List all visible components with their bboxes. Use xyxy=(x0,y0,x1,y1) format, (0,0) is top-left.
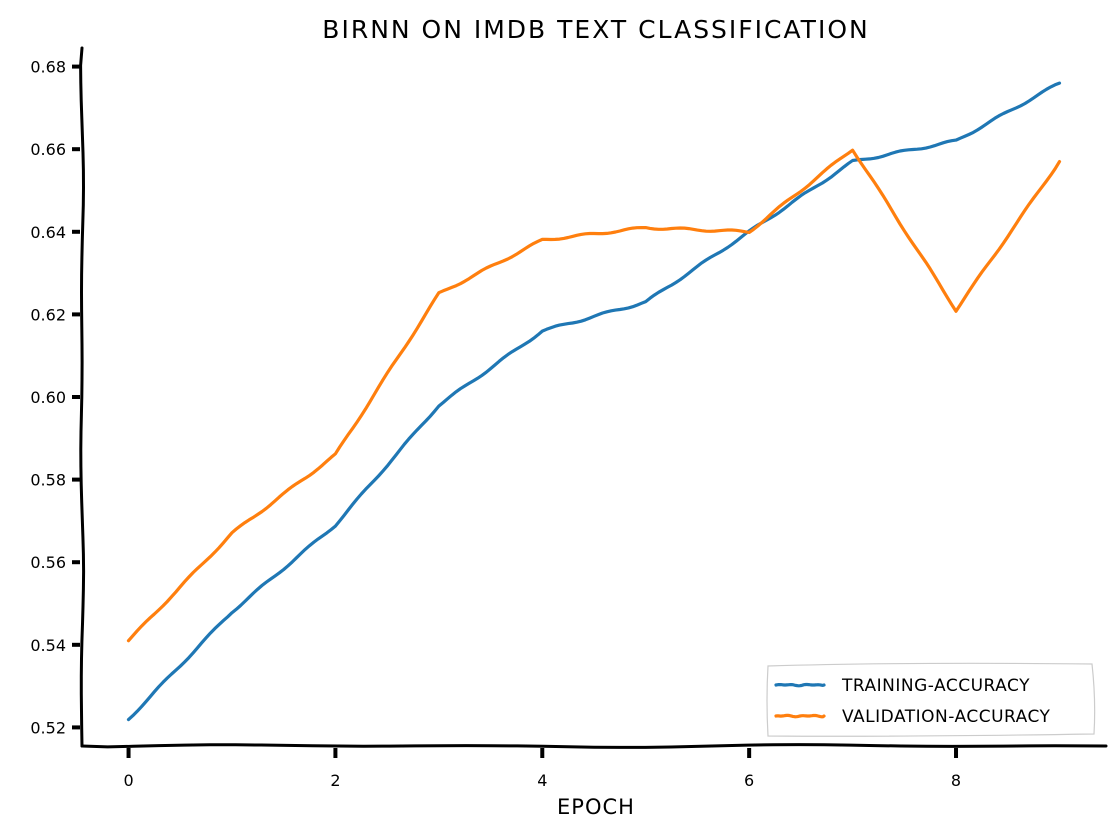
x-axis-label: EPOCH xyxy=(557,795,635,819)
y-tick-label: 0.54 xyxy=(30,636,66,655)
y-tick-label: 0.64 xyxy=(30,223,66,242)
y-tick-label: 0.52 xyxy=(30,718,66,737)
legend-label: TRAINING-ACCURACY xyxy=(841,676,1030,696)
series-lines xyxy=(126,81,1062,722)
y-tick-label: 0.68 xyxy=(30,58,66,77)
legend-box xyxy=(766,662,1096,737)
legend-swatch xyxy=(774,713,826,719)
y-tick-label: 0.62 xyxy=(30,305,66,324)
x-tick-label: 6 xyxy=(744,771,754,790)
axes xyxy=(79,46,1108,749)
legend: TRAINING-ACCURACY VALIDATION-ACCURACY xyxy=(766,662,1096,737)
series-line-training-accuracy xyxy=(126,81,1062,722)
y-tick-label: 0.66 xyxy=(30,140,66,159)
y-axis-line xyxy=(79,46,86,748)
y-axis-ticks: 0.52 0.54 0.56 0.58 0.60 0.62 0.64 0.66 0.68 xyxy=(30,58,80,737)
legend-label: VALIDATION-ACCURACY xyxy=(842,707,1051,727)
y-tick-label: 0.58 xyxy=(30,471,66,490)
y-tick-label: 0.56 xyxy=(30,553,66,572)
legend-swatch xyxy=(774,682,826,688)
x-tick-label: 0 xyxy=(123,771,133,790)
legend-items: TRAINING-ACCURACY VALIDATION-ACCURACY xyxy=(774,676,1051,727)
x-tick-label: 4 xyxy=(537,771,547,790)
chart-title: BIRNN ON IMDB TEXT CLASSIFICATION xyxy=(322,15,869,44)
series-line-validation-accuracy xyxy=(126,148,1062,643)
x-tick-label: 8 xyxy=(951,771,961,790)
x-tick-label: 2 xyxy=(330,771,340,790)
y-tick-label: 0.60 xyxy=(30,388,66,407)
x-axis-line xyxy=(80,743,1108,749)
x-axis-ticks: 0 2 4 6 8 xyxy=(123,748,961,790)
